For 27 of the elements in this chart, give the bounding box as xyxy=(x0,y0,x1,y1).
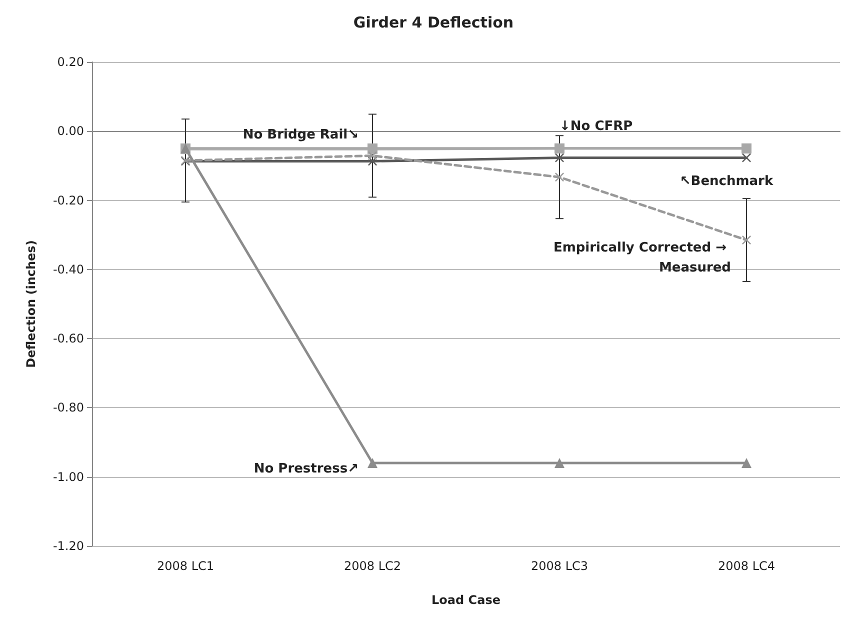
point xyxy=(555,172,564,182)
series-label: No Prestress↗ xyxy=(254,462,358,477)
point xyxy=(554,458,564,468)
y-tick-label: -0.40 xyxy=(52,262,84,276)
x-tick-label: 2008 LC1 xyxy=(156,559,214,573)
x-tick-label: 2008 LC2 xyxy=(344,559,402,573)
point xyxy=(368,458,378,468)
point xyxy=(368,151,377,160)
chart-title: Girder 4 Deflection xyxy=(353,14,514,32)
x-tick-label: 2008 LC4 xyxy=(718,559,776,573)
y-tick-label: -1.20 xyxy=(52,539,84,553)
y-tick-label: -0.60 xyxy=(52,332,84,346)
x-tick-label: 2008 LC3 xyxy=(530,559,588,573)
series-label: No Bridge Rail↘ xyxy=(242,128,358,143)
y-tick-label: -1.00 xyxy=(52,470,84,484)
point xyxy=(555,153,564,162)
y-tick-label: 0.00 xyxy=(57,124,84,138)
series-label: ↓No CFRP xyxy=(560,118,633,134)
point xyxy=(742,153,751,162)
series-label: Empirically Corrected → Measured xyxy=(553,240,731,276)
y-tick-label: 0.20 xyxy=(57,55,84,69)
x-axis-title: Load Case xyxy=(432,593,500,607)
y-tick-label: -0.80 xyxy=(52,400,84,415)
point xyxy=(742,458,752,468)
y-axis-title: Deflection (inches) xyxy=(24,240,38,368)
series-label: ↖Benchmark xyxy=(680,174,774,189)
y-tick-label: -0.20 xyxy=(52,193,84,208)
